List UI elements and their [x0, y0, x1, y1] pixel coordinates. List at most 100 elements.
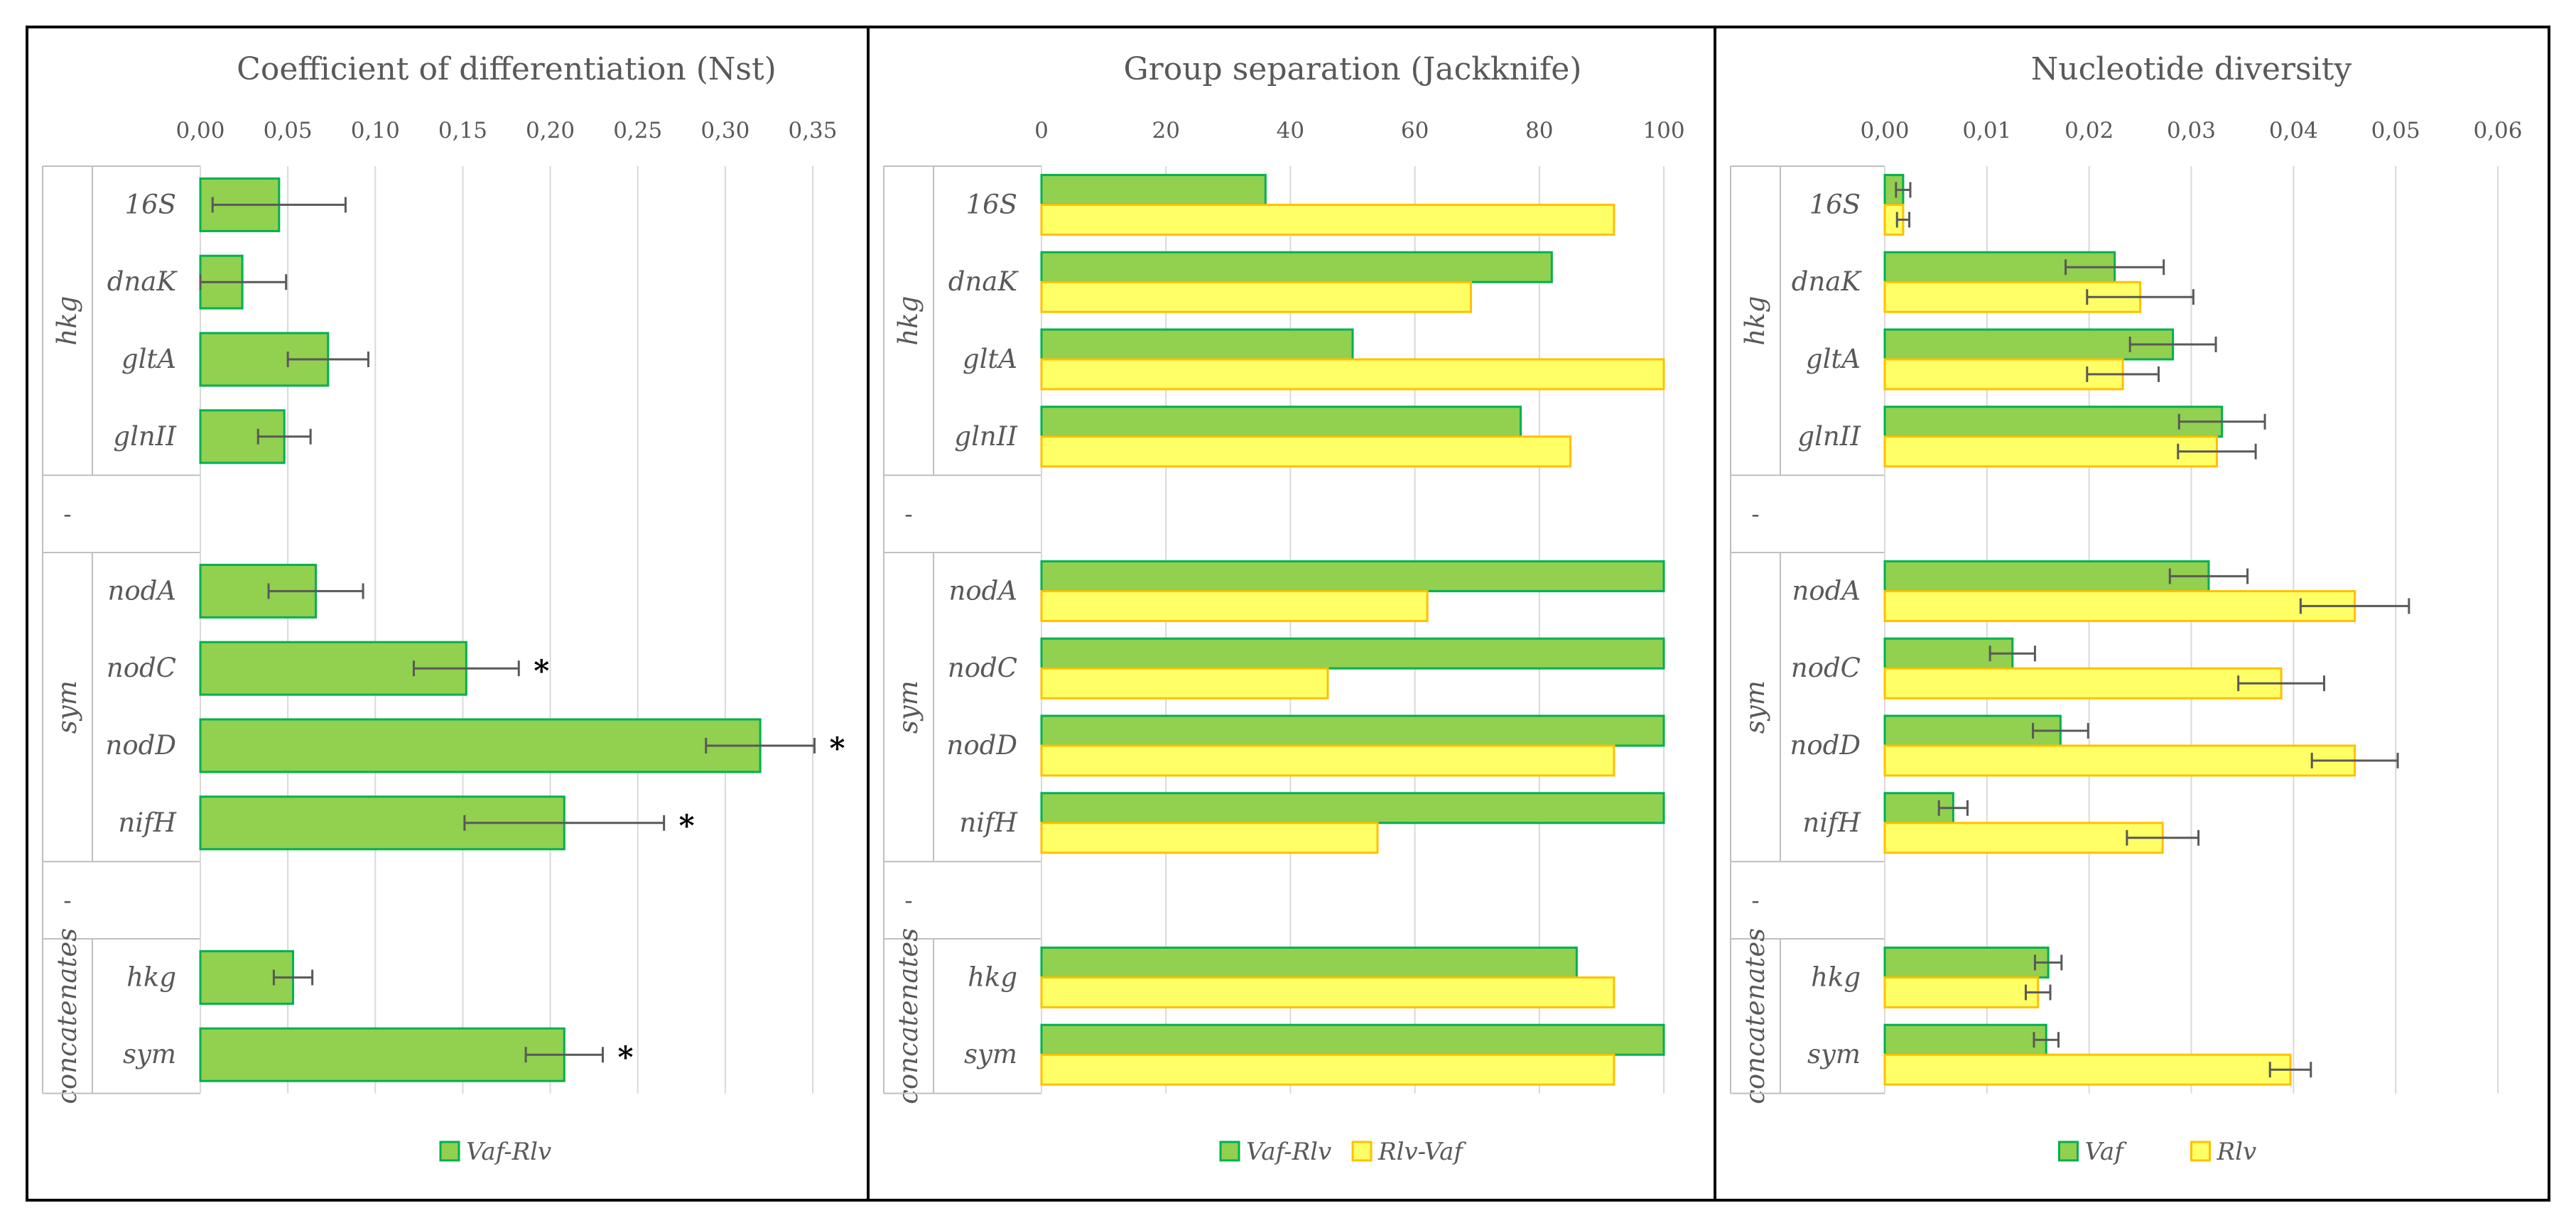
panel-2-bar-rlv-vaf-hkg — [1040, 976, 1616, 1008]
panel-2-bar-rlv-vaf-nifh — [1040, 822, 1379, 854]
panel-1-category-label-16s: 16S — [125, 189, 176, 219]
panel-3-tick-label: 0,00 — [1860, 118, 1909, 143]
panel-1-group-label-separator: - — [63, 887, 72, 915]
panel-2-bar-vaf-rlv-noda — [1040, 560, 1665, 592]
panel-2-tick-label: 20 — [1152, 118, 1179, 143]
panel-2-tick-label: 60 — [1401, 118, 1429, 143]
panel-2-bar-rlv-vaf-sym — [1040, 1053, 1616, 1086]
panel-3-category-label-nodc: nodC — [1791, 653, 1861, 683]
panel-2-category-label-16s: 16S — [966, 189, 1017, 219]
panel-2-bar-vaf-rlv-sym — [1040, 1023, 1665, 1056]
panel-1-significance-marker-nifh: * — [679, 808, 695, 843]
panel-2-legend-label-rlv-vaf: Rlv-Vaf — [1378, 1138, 1466, 1166]
panel-1-tick-label: 0,15 — [438, 118, 487, 143]
panel-1-group-label-hkg: hkg — [52, 296, 82, 346]
panel-3-group-label-sym: sym — [1740, 680, 1770, 734]
panel-2-category-label-sym: sym — [964, 1039, 1017, 1070]
panel-1-tick-label: 0,30 — [700, 118, 749, 143]
panel-2-category-label-hkg: hkg — [968, 962, 1017, 992]
panel-1-significance-marker-nodd: * — [829, 731, 845, 766]
panel-2-category-label-nifh: nifH — [959, 807, 1017, 838]
panel-3-bar-rlv-glnii — [1883, 435, 2218, 468]
panel-2-bar-vaf-rlv-glnii — [1040, 406, 1522, 438]
panel-3-tick-label: 0,06 — [2473, 118, 2522, 143]
panel-1-category-label-glnii: glnII — [113, 421, 177, 452]
panel-3-legend-swatch-rlv — [2190, 1141, 2211, 1162]
panel-3-legend-swatch-vaf — [2058, 1141, 2079, 1162]
panel-2-tick-label: 0 — [1034, 118, 1049, 143]
panel-3-title: Nucleotide diversity — [2031, 51, 2352, 87]
panel-2-category-label-glnii: glnII — [954, 421, 1018, 452]
panel-1-tick-label: 0,35 — [788, 118, 837, 143]
panel-2-category-label-nodc: nodC — [948, 653, 1017, 683]
panel-2-bar-rlv-vaf-glta — [1040, 358, 1665, 391]
panel-3-bar-rlv-nifh — [1883, 822, 2164, 854]
panel-3-category-label-16s: 16S — [1809, 189, 1861, 219]
panel-3-bar-rlv-nodc — [1883, 667, 2283, 700]
panel-3-category-label-nodd: nodD — [1790, 730, 1861, 761]
panel-2-category-label-dnak: dnaK — [948, 266, 1019, 297]
panel-3-bar-rlv-nodd — [1883, 744, 2356, 777]
panel-1-group-label-sym: sym — [52, 680, 82, 734]
panel-1-tick-label: 0,05 — [264, 118, 313, 143]
panel-2-bar-rlv-vaf-dnak — [1040, 281, 1472, 313]
panel-3-bar-rlv-hkg — [1883, 976, 2040, 1008]
panel-3-frame — [1714, 26, 2550, 1202]
panel-2-tick-label: 40 — [1277, 118, 1304, 143]
panel-3-tick-label: 0,02 — [2064, 118, 2114, 143]
panel-1-tick-label: 0,00 — [175, 118, 224, 143]
panel-1-bar-vaf-rlv-glnii — [199, 409, 286, 464]
panel-3-category-label-glnii: glnII — [1797, 421, 1861, 452]
panel-2-bar-vaf-rlv-hkg — [1040, 946, 1578, 979]
panel-3-category-label-noda: nodA — [1792, 575, 1861, 606]
panel-2-group-label-concatenates: concatenates — [893, 928, 924, 1104]
panel-3-legend-label-rlv: Rlv — [2217, 1138, 2257, 1166]
panel-3-category-label-dnak: dnaK — [1792, 266, 1863, 297]
panel-3-bar-rlv-glta — [1883, 358, 2124, 391]
panel-2-category-label-nodd: nodD — [947, 730, 1017, 761]
panel-3-bar-rlv-sym — [1883, 1053, 2292, 1086]
panel-2-bar-vaf-rlv-nifh — [1040, 792, 1665, 824]
panel-1-group-label-concatenates: concatenates — [52, 928, 82, 1104]
panel-2-group-label-sym: sym — [893, 680, 924, 734]
panel-3-group-label-separator: - — [1751, 501, 1760, 529]
panel-2-group-label-hkg: hkg — [893, 296, 924, 346]
panel-2-bar-vaf-rlv-glta — [1040, 328, 1354, 361]
panel-3-category-label-glta: gltA — [1806, 344, 1861, 374]
panel-1-category-label-nifh: nifH — [118, 807, 176, 838]
panel-1-bar-vaf-rlv-nodd — [199, 718, 762, 773]
panel-1-title: Coefficient of differentiation (Nst) — [237, 51, 776, 87]
panel-1-bar-vaf-rlv-glta — [199, 332, 330, 387]
panel-2-title: Group separation (Jackknife) — [1124, 51, 1582, 87]
panel-2-bar-vaf-rlv-nodd — [1040, 714, 1665, 747]
panel-3-bar-vaf-noda — [1883, 560, 2210, 592]
panel-1-category-label-glta: gltA — [121, 344, 176, 374]
panel-3-bar-vaf-glnii — [1883, 406, 2224, 438]
panel-2-legend-swatch-rlv-vaf — [1351, 1141, 1373, 1162]
panel-2-bar-vaf-rlv-dnak — [1040, 251, 1553, 283]
panel-1-significance-marker-sym: * — [617, 1040, 633, 1074]
panel-3: Nucleotide diversity 0,00 0,01 0,02 0,03 0,04… — [1714, 26, 2550, 1202]
panel-3-tick-label: 0,04 — [2269, 118, 2318, 143]
panel-3-legend-label-vaf: Vaf — [2085, 1138, 2128, 1166]
panel-2-bar-rlv-vaf-nodd — [1040, 744, 1616, 777]
panel-2-bar-rlv-vaf-nodc — [1040, 667, 1329, 700]
panel-3-group-label-separator: - — [1751, 887, 1760, 915]
panel-1-legend-label-vaf-rlv: Vaf-Rlv — [466, 1138, 551, 1166]
panel-1: Coefficient of differentiation (Nst) 0,00… — [26, 26, 870, 1202]
panel-1-tick-label: 0,25 — [613, 118, 662, 143]
panel-2-bar-vaf-rlv-16s — [1040, 173, 1267, 206]
panel-3-group-label-concatenates: concatenates — [1740, 928, 1770, 1104]
panel-1-category-label-sym: sym — [123, 1039, 176, 1070]
panel-2-group-label-separator: - — [904, 887, 913, 915]
panel-3-category-label-hkg: hkg — [1811, 962, 1861, 992]
panel-2-tick-label: 80 — [1525, 118, 1553, 143]
panel-3-category-label-nifh: nifH — [1802, 807, 1861, 838]
panel-1-category-label-hkg: hkg — [126, 962, 176, 992]
panel-1-legend-swatch-vaf-rlv — [439, 1141, 460, 1162]
panel-2-category-label-glta: gltA — [963, 344, 1017, 374]
panel-1-group-label-separator: - — [63, 501, 72, 529]
panel-3-bar-vaf-hkg — [1883, 946, 2050, 979]
